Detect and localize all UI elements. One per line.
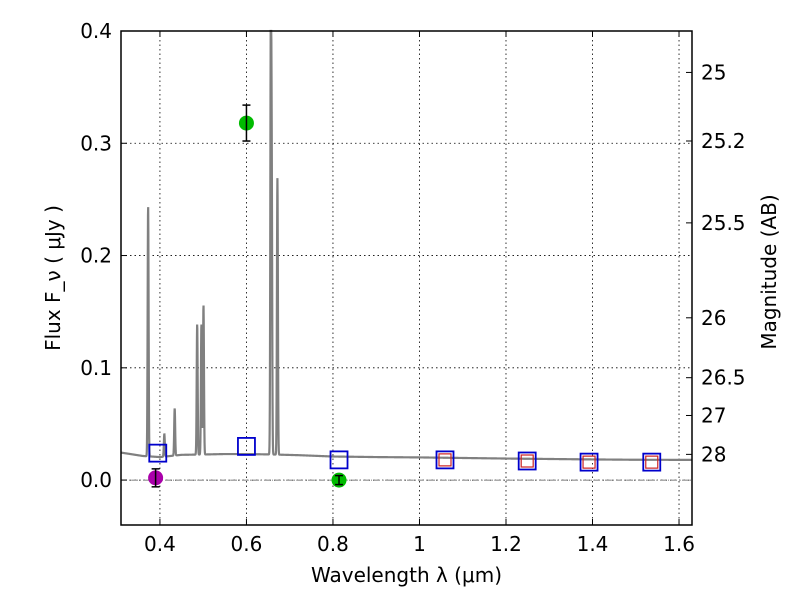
x-tick-label: 1.2 [490,532,522,556]
model-photometry-point [435,450,455,470]
axis-ticks [121,30,692,525]
model-photometry-point [579,452,599,472]
model-photometry-point [148,443,168,463]
magnitude-tick-label: 25.5 [701,211,746,235]
y-tick-label: 0.3 [80,131,112,155]
plot-frame [120,30,693,526]
model-photometry-point [642,452,662,472]
model-photometry-ir-point [438,453,452,467]
y-tick-label: 0.2 [80,244,112,268]
model-photometry-ir-point [582,455,596,469]
y-tick-label: 0.0 [80,468,112,492]
x-tick-label: 0.6 [231,532,263,556]
magnitude-tick-label: 26.5 [701,366,746,390]
magnitude-tick-label: 25 [701,60,726,84]
y-axis-label: Flux F_ν ( μJy ) [41,205,65,351]
model-photometry-ir-point [645,455,659,469]
model-photometry-ir-point [520,454,534,468]
x-tick-label: 1 [413,532,426,556]
data-points [148,104,662,488]
y-tick-label: 0.4 [80,19,112,43]
axis-tick-labels: 0.4 0.6 0.8 1 1.2 1.4 1.6 0.0 0.1 0.2 0.3 0.4 25 25.2… [80,19,745,556]
magnitude-tick-label: 25.2 [701,129,746,153]
x-tick-label: 0.8 [317,532,349,556]
model-photometry-point [237,437,256,456]
y2-axis-label: Magnitude (AB) [757,194,781,349]
model-photometry-point [517,451,537,471]
y-tick-label: 0.1 [80,356,112,380]
magnitude-tick-label: 28 [701,442,726,466]
x-axis-label: Wavelength λ (μm) [311,563,502,587]
x-tick-label: 1.6 [663,532,695,556]
x-tick-label: 1.4 [577,532,609,556]
x-tick-label: 0.4 [144,532,176,556]
magnitude-tick-label: 27 [701,403,726,427]
model-photometry-point [329,450,349,470]
magnitude-tick-label: 26 [701,306,726,330]
